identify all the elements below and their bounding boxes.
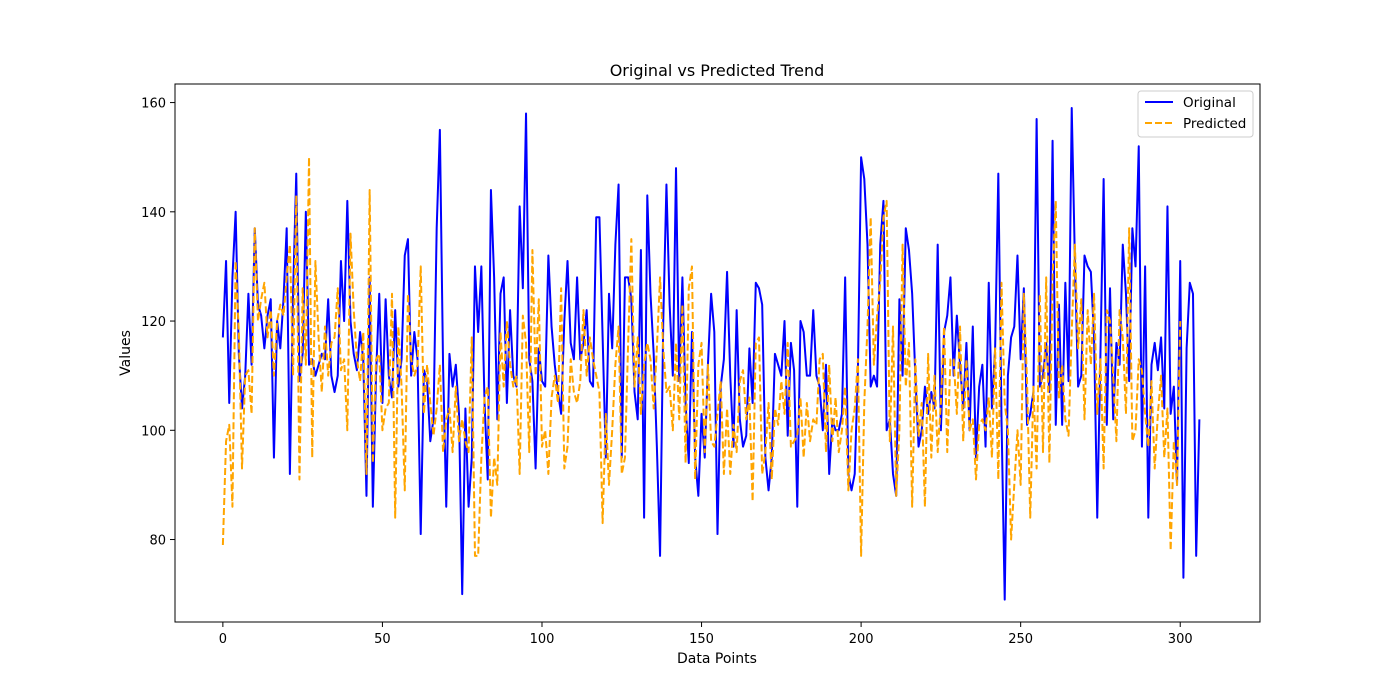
series-line-predicted [221,156,1182,557]
plot-frame [174,83,1261,623]
x-tick-label: 300 [1168,632,1193,647]
series-line-original [221,107,1201,601]
x-tick-label: 100 [530,632,555,647]
x-tick-label: 0 [219,632,227,647]
chart-title: Original vs Predicted Trend [610,61,825,80]
x-axis: 0 50 100 150 200 250 300 [219,622,1193,647]
y-tick-label: 140 [141,206,166,221]
x-tick-label: 150 [689,632,714,647]
y-axis-title: Values [118,330,134,376]
x-tick-label: 200 [849,632,874,647]
legend-label-original: Original [1183,95,1236,111]
y-tick-label: 120 [141,315,166,330]
y-tick-label: 80 [149,534,166,549]
y-tick-label: 100 [141,424,166,439]
legend-label-predicted: Predicted [1183,116,1246,132]
y-tick-label: 160 [141,97,166,112]
y-axis: 80 100 120 140 160 [141,97,175,549]
x-axis-title: Data Points [677,651,757,667]
legend: Original Predicted [1137,90,1254,138]
x-tick-label: 250 [1008,632,1033,647]
x-tick-label: 50 [374,632,391,647]
plot-lines [221,107,1201,601]
